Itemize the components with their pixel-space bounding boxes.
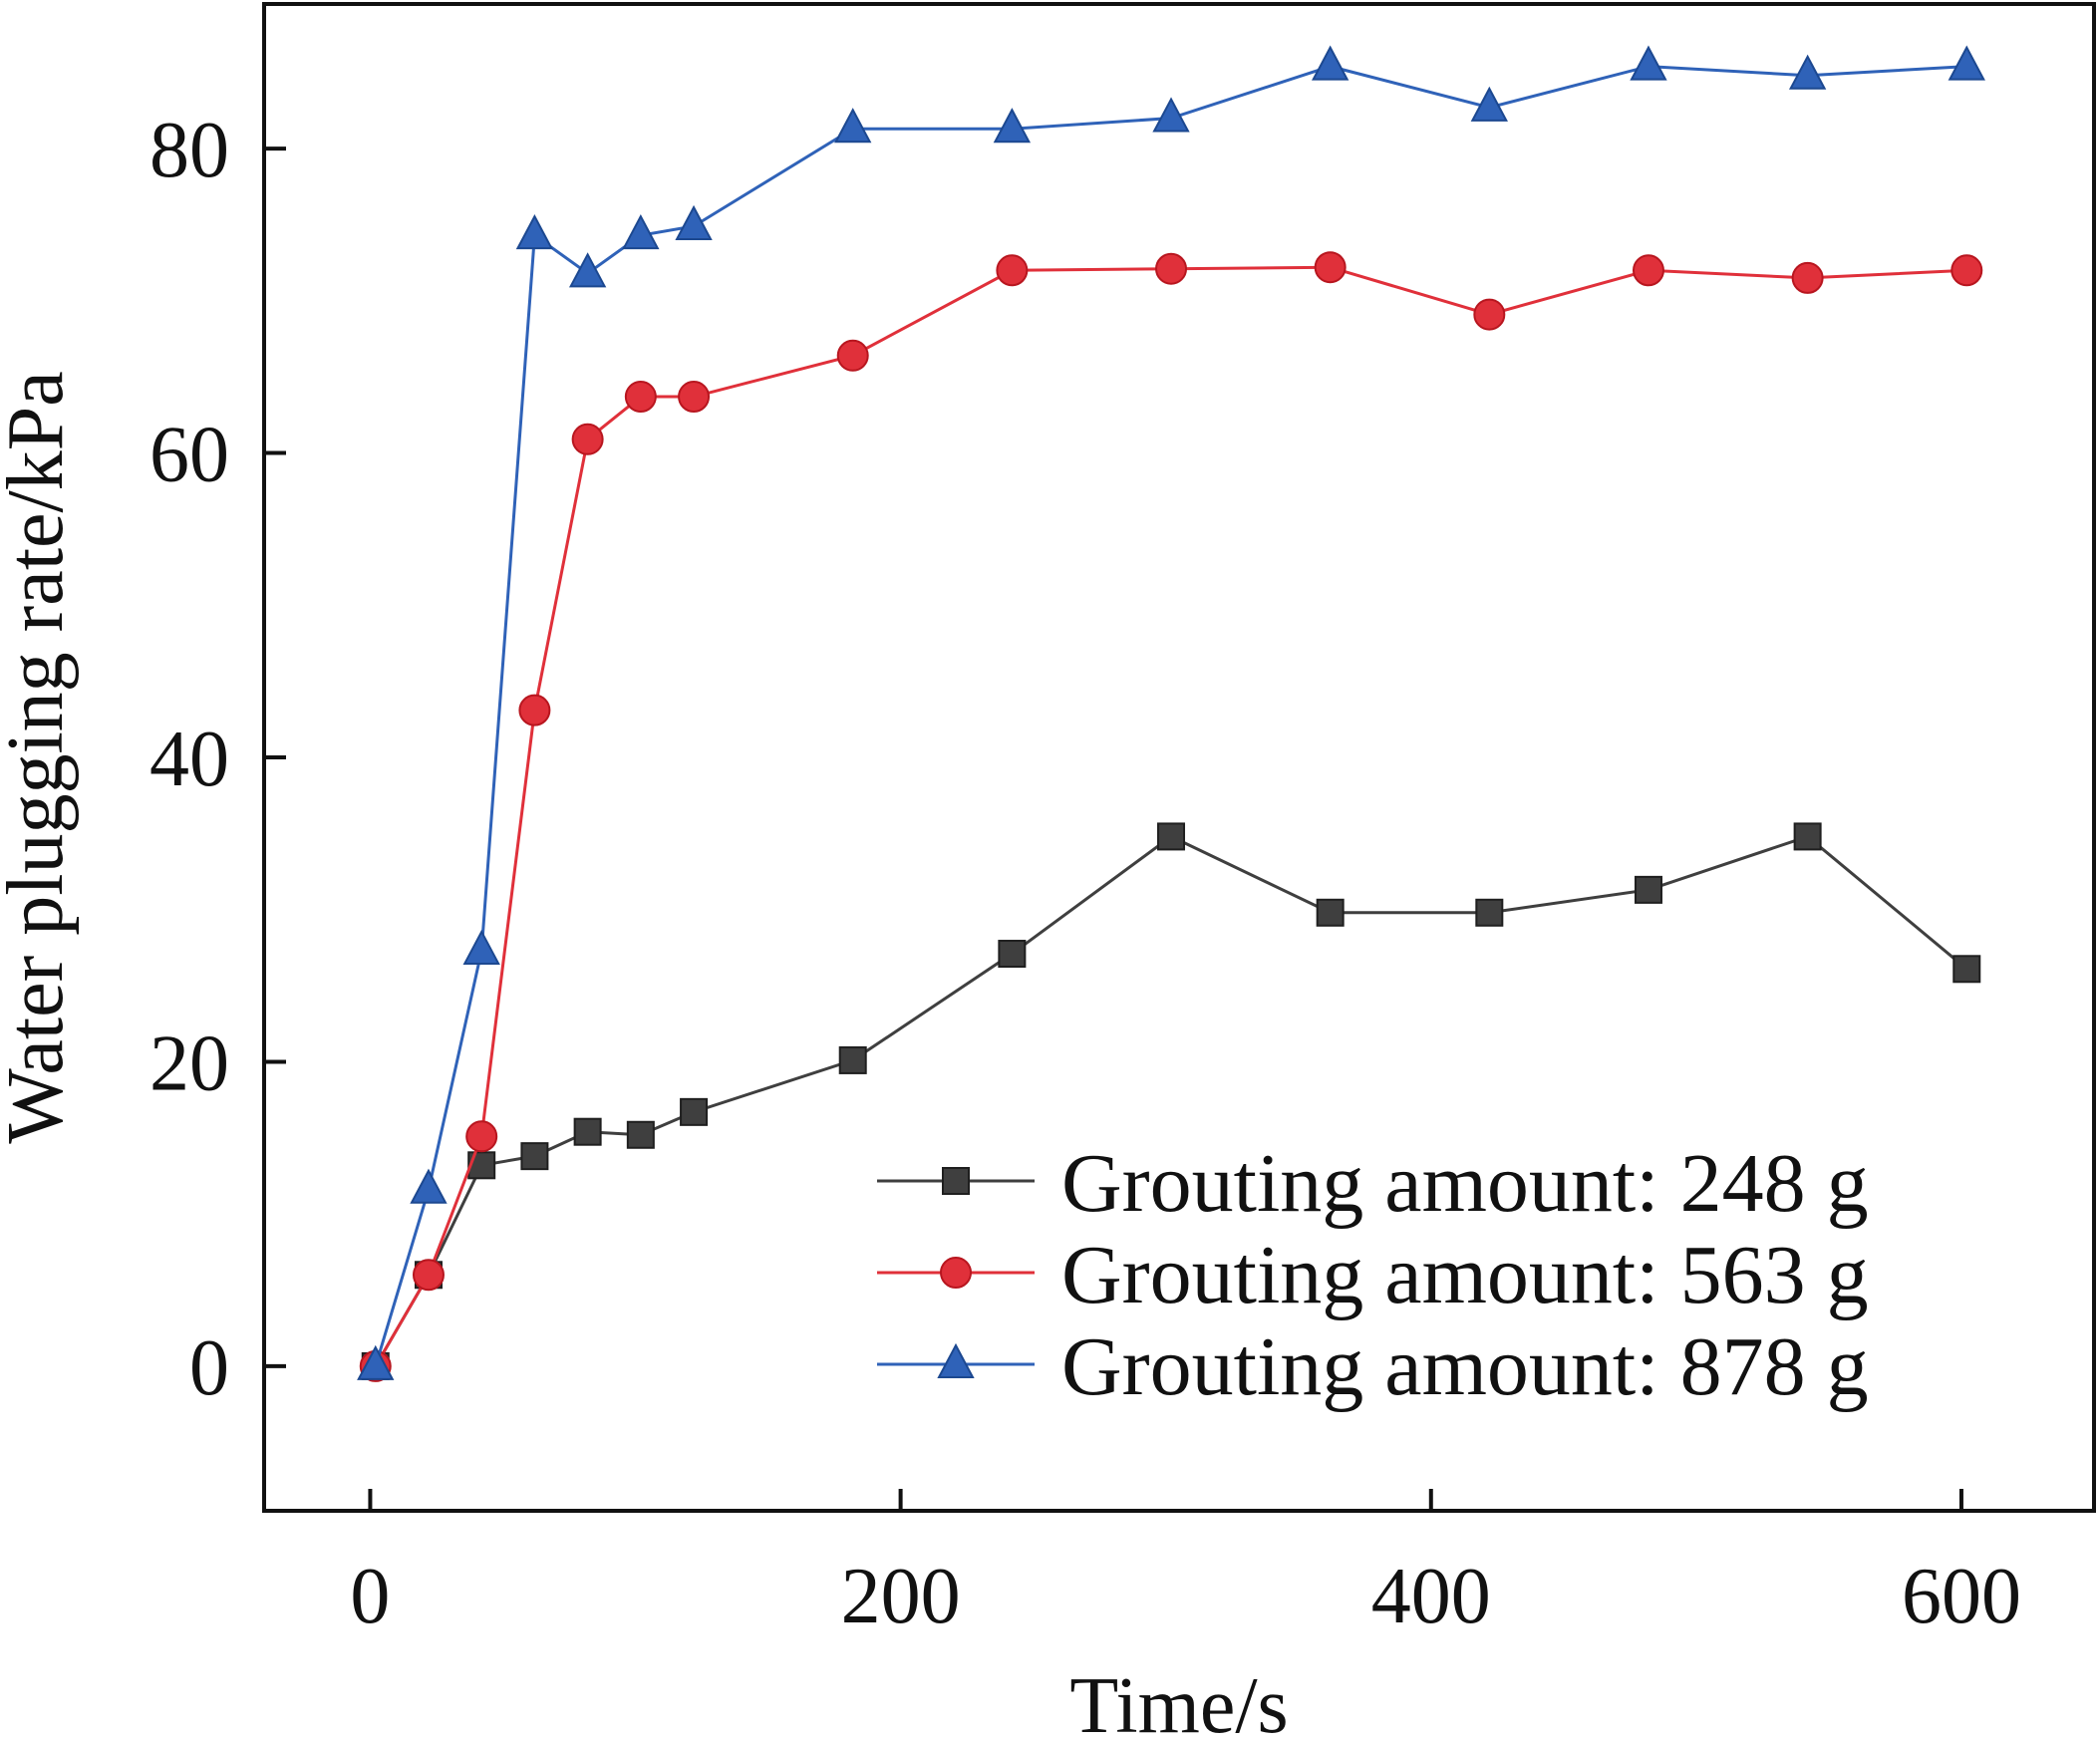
data-point: [836, 339, 869, 372]
data-point: [465, 1120, 498, 1153]
legend-marker: [942, 1167, 970, 1195]
data-point: [568, 252, 607, 288]
legend-label: Grouting amount: 878 g: [1061, 1320, 1869, 1413]
data-point: [1948, 45, 1985, 81]
data-point: [462, 929, 500, 965]
data-point: [412, 1259, 445, 1292]
legend-item: Grouting amount: 878 g: [877, 1320, 1869, 1413]
x-axis-title: Time/s: [1069, 1662, 1288, 1742]
legend-marker: [940, 1257, 972, 1289]
data-point: [1950, 254, 1983, 287]
data-point: [622, 214, 660, 250]
data-point: [675, 204, 713, 240]
legend-item: Grouting amount: 248 g: [877, 1137, 1869, 1230]
legend-label: Grouting amount: 563 g: [1061, 1229, 1869, 1321]
series-3: [357, 45, 1985, 1380]
series-layer: [357, 45, 1985, 1382]
data-point: [1157, 822, 1186, 851]
y-tick-label: 40: [150, 716, 229, 803]
x-tick-label: 600: [1902, 1553, 2021, 1640]
legend-item: Grouting amount: 563 g: [877, 1229, 1869, 1321]
data-point: [1312, 45, 1350, 81]
data-point: [1632, 254, 1664, 287]
data-point: [1793, 822, 1822, 851]
y-axis-title: Water plugging rate/kPa: [0, 371, 80, 1144]
data-point: [520, 1142, 549, 1171]
data-point: [1788, 54, 1827, 90]
data-point: [357, 1344, 395, 1380]
data-point: [1152, 97, 1190, 133]
data-point: [1155, 252, 1188, 285]
x-tick-label: 0: [350, 1553, 390, 1640]
data-point: [571, 423, 604, 455]
data-point: [515, 214, 554, 250]
data-point: [1952, 955, 1981, 984]
data-point: [626, 1120, 655, 1149]
x-tick-label: 200: [841, 1553, 961, 1640]
legend-marker: [937, 1342, 975, 1378]
data-point: [1634, 875, 1662, 904]
x-axis: 0 200 400 600: [350, 1489, 2021, 1640]
data-point: [838, 1045, 867, 1074]
y-tick-label: 0: [189, 1324, 229, 1412]
x-tick-label: 400: [1371, 1553, 1491, 1640]
data-point: [834, 108, 872, 144]
data-point: [1791, 261, 1824, 294]
data-point: [518, 694, 551, 726]
data-point: [678, 381, 711, 414]
data-point: [996, 254, 1029, 287]
data-point: [993, 108, 1032, 144]
data-point: [1475, 898, 1504, 927]
y-tick-label: 60: [150, 412, 229, 499]
data-point: [1316, 898, 1345, 927]
data-point: [410, 1168, 448, 1204]
y-axis: 0 20 40 60 80: [150, 107, 286, 1412]
data-point: [573, 1117, 602, 1146]
data-point: [680, 1097, 709, 1126]
series-2: [359, 251, 1983, 1382]
data-point: [624, 381, 657, 414]
data-point: [1314, 251, 1347, 284]
data-point: [998, 940, 1027, 969]
y-tick-label: 80: [150, 107, 229, 194]
data-point: [1470, 86, 1508, 122]
data-point: [1630, 45, 1667, 81]
y-tick-label: 20: [150, 1019, 229, 1107]
legend-label: Grouting amount: 248 g: [1061, 1137, 1869, 1230]
data-point: [1473, 298, 1506, 331]
